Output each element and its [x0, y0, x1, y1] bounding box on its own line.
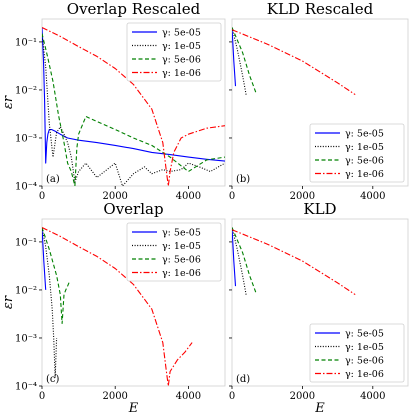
panel-title: Overlap: [103, 200, 163, 218]
x-tick-label: 0: [229, 391, 235, 402]
y-tick-label: 10⁻²: [15, 85, 37, 96]
panel-label: (c): [46, 374, 60, 385]
y-axis-label: εr: [1, 95, 16, 109]
panel-3: Overlap 0 2000 4000 10⁻¹ 10⁻² 10⁻³ 10⁻⁴ εr E (c) γ:…: [1, 200, 226, 415]
legend-label: γ: 5e-06: [345, 356, 384, 367]
series-line-5e-06: [232, 27, 258, 95]
x-tick-label: 4000: [176, 391, 201, 402]
legend: γ: 5e-05 γ: 1e-05 γ: 5e-06 γ: 1e-06: [309, 123, 405, 183]
y-tick-label: 10⁻³: [15, 133, 37, 144]
series-line-1e-06: [42, 227, 193, 386]
series-line-1e-05: [232, 27, 247, 95]
series-line-5e-05: [232, 27, 237, 87]
plot-frame: [41, 218, 226, 387]
legend-label: γ: 1e-06: [162, 68, 201, 79]
y-tick-label: 10⁻¹: [15, 37, 37, 48]
legend: γ: 5e-05 γ: 1e-05 γ: 5e-06 γ: 1e-06: [126, 22, 222, 82]
series-line-1e-06: [232, 229, 356, 296]
x-tick-label: 0: [39, 191, 45, 202]
series-line-5e-06: [232, 227, 258, 295]
x-tick-label: 4000: [176, 191, 201, 202]
legend-label: γ: 5e-06: [345, 156, 384, 167]
legend-label: γ: 5e-06: [162, 55, 201, 66]
x-axis-label: E: [128, 401, 139, 415]
x-axis-label: E: [314, 401, 325, 415]
series-group: [232, 227, 356, 296]
panel-label: (d): [236, 374, 250, 385]
plot-frame: [41, 18, 226, 187]
panel-4: KLD 0 2000 4000 E (d) γ: 5e-05 γ: 1e-05 γ: 5e-06…: [229, 200, 409, 415]
panel-2: KLD Rescaled 0 2000 4000 (b) γ: 5e-05 γ: 1e-05…: [229, 0, 409, 202]
panel-1: Overlap Rescaled 0 2000 4000 10⁻¹ 10⁻² 10⁻³ 10⁻…: [1, 0, 226, 202]
plot-frame: [231, 218, 409, 387]
x-tick-label: 0: [229, 191, 235, 202]
legend-box: [126, 222, 222, 282]
legend-label: γ: 5e-06: [162, 255, 201, 266]
legend-label: γ: 5e-05: [345, 329, 384, 340]
series-line-1e-05: [42, 33, 225, 186]
x-tick-label: 2000: [102, 391, 127, 402]
panel-title: Overlap Rescaled: [67, 0, 201, 18]
panel-label: (b): [236, 174, 250, 185]
legend-label: γ: 1e-05: [345, 142, 384, 153]
legend-label: γ: 1e-06: [345, 369, 384, 380]
y-tick-label: 10⁻¹: [15, 237, 37, 248]
legend-box: [126, 22, 222, 82]
series-line-1e-05: [42, 227, 58, 379]
x-tick-label: 2000: [290, 391, 315, 402]
y-tick-label: 10⁻²: [15, 285, 37, 296]
series-line-5e-05: [232, 227, 237, 287]
x-tick-label: 2000: [102, 191, 127, 202]
legend: γ: 5e-05 γ: 1e-05 γ: 5e-06 γ: 1e-06: [126, 222, 222, 282]
x-tick-label: 0: [39, 391, 45, 402]
y-tick-label: 10⁻³: [15, 333, 37, 344]
x-tick-label: 2000: [290, 191, 315, 202]
legend-label: γ: 1e-05: [162, 41, 201, 52]
y-axis-label: εr: [1, 295, 16, 309]
series-line-5e-05: [42, 27, 225, 164]
y-tick-label: 10⁻⁴: [15, 382, 37, 393]
legend-label: γ: 1e-05: [345, 342, 384, 353]
panel-title: KLD: [303, 200, 336, 218]
series-group: [42, 27, 225, 186]
legend: γ: 5e-05 γ: 1e-05 γ: 5e-06 γ: 1e-06: [309, 323, 405, 383]
series-line-1e-05: [232, 227, 247, 295]
panel-label: (a): [46, 174, 60, 185]
series-line-5e-06: [42, 227, 71, 325]
series-line-5e-06: [42, 33, 225, 186]
legend-box: [309, 123, 405, 183]
y-tick-label: 10⁻⁴: [15, 182, 37, 193]
legend-label: γ: 1e-05: [162, 241, 201, 252]
plot-frame: [231, 18, 409, 187]
series-line-5e-05: [42, 227, 47, 290]
legend-label: γ: 5e-05: [162, 28, 201, 39]
legend-label: γ: 5e-05: [345, 129, 384, 140]
x-tick-label: 4000: [360, 391, 385, 402]
series-group: [232, 27, 356, 96]
legend-label: γ: 1e-06: [162, 268, 201, 279]
series-line-1e-06: [232, 29, 356, 96]
series-group: [42, 227, 193, 386]
x-tick-label: 4000: [360, 191, 385, 202]
series-line-1e-06: [42, 27, 225, 186]
legend-box: [309, 323, 405, 383]
legend-label: γ: 5e-05: [162, 228, 201, 239]
panel-title: KLD Rescaled: [267, 0, 374, 18]
legend-label: γ: 1e-06: [345, 169, 384, 180]
